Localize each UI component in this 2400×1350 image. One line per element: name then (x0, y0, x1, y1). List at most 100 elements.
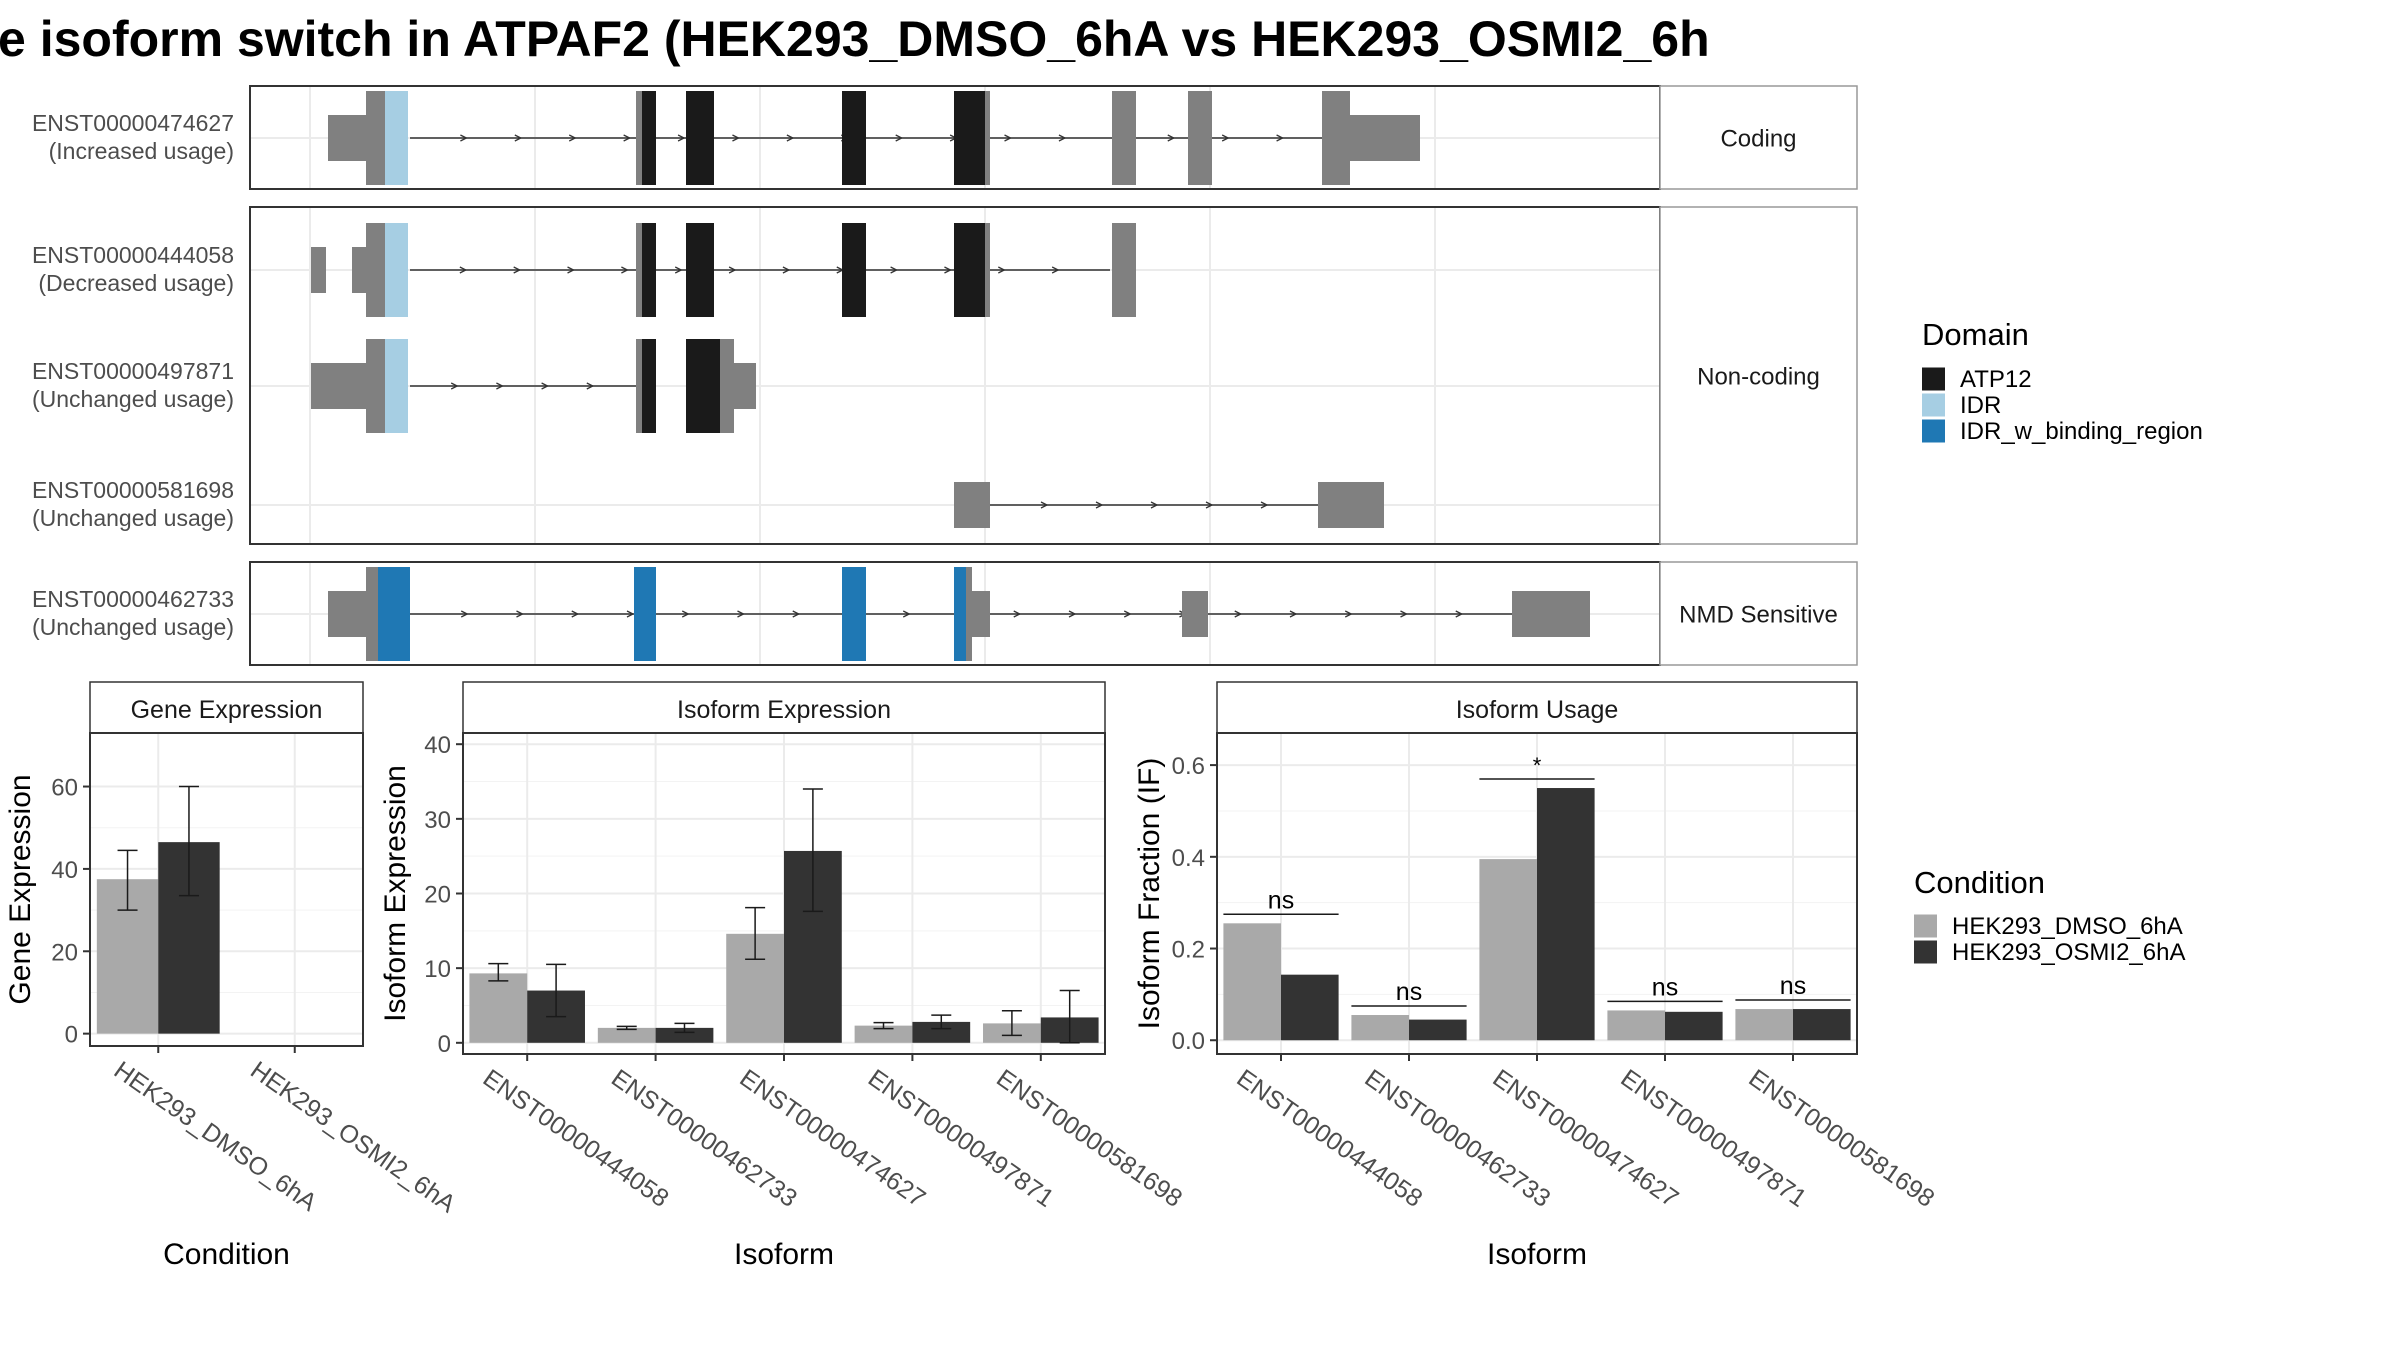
bar (1537, 788, 1595, 1041)
intron-arrow (1040, 501, 1049, 509)
intron-arrow (674, 266, 683, 274)
exon-block (311, 247, 326, 293)
transcript-usage-label: (Increased usage) (49, 138, 234, 164)
bar (1479, 859, 1537, 1041)
x-axis-title: Isoform (734, 1238, 834, 1271)
y-tick-label: 20 (424, 882, 451, 909)
significance-label: ns (1652, 973, 1678, 1001)
exon-block (366, 339, 386, 433)
intron-arrow (681, 610, 690, 618)
intron-arrow (514, 134, 523, 142)
intron-arrow (571, 610, 580, 618)
intron-arrow (1123, 610, 1132, 618)
legend-swatch (1914, 914, 1937, 938)
exon-block (686, 91, 714, 185)
figure-title: e isoform switch in ATPAF2 (HEK293_DMSO_… (0, 11, 1710, 67)
intron-arrow (728, 266, 737, 274)
exon-block (842, 567, 866, 661)
bar (1665, 1011, 1723, 1041)
intron-arrow (460, 134, 468, 142)
bar (597, 1027, 656, 1043)
legend-title: Condition (1914, 865, 2045, 900)
transcript-id-label: ENST00000581698 (32, 477, 234, 503)
exon-block (1318, 482, 1384, 528)
intron-arrow (1058, 134, 1067, 142)
bar (1793, 1009, 1851, 1041)
exon-block (385, 223, 408, 317)
transcript-usage-label: (Unchanged usage) (32, 505, 234, 531)
intron-arrow (944, 266, 952, 274)
bar (1409, 1019, 1467, 1041)
y-axis-title: Isoform Expression (379, 765, 412, 1022)
strip-label: NMD Sensitive (1679, 602, 1838, 629)
intron-arrow (1400, 610, 1408, 618)
y-tick-label: 0 (438, 1031, 451, 1058)
exon-block (686, 339, 722, 433)
exon-block (642, 223, 656, 317)
exon-block (1182, 591, 1208, 637)
exon-block (636, 91, 644, 185)
exon-block (385, 91, 408, 185)
significance-label: ns (1780, 972, 1806, 1000)
bar (1607, 1010, 1665, 1041)
y-axis-title: Gene Expression (4, 774, 37, 1004)
exon-block (954, 567, 968, 661)
chart-strip (89, 681, 364, 734)
exon-block (732, 363, 756, 409)
intron-arrow (626, 610, 635, 618)
bar (1351, 1015, 1409, 1041)
intron-arrow (516, 610, 524, 618)
y-tick-label: 0.4 (1172, 845, 1205, 872)
intron-arrow (460, 610, 469, 618)
y-tick-label: 40 (424, 732, 451, 759)
exon-block (1348, 115, 1420, 161)
legend-swatch (1922, 419, 1945, 443)
exon-block (842, 91, 866, 185)
intron-arrow (541, 382, 550, 390)
intron-arrow (621, 266, 629, 274)
transcript-usage-label: (Unchanged usage) (32, 614, 234, 640)
exon-block (385, 339, 408, 433)
intron-arrow (737, 610, 745, 618)
y-tick-label: 0 (65, 1022, 78, 1049)
intron-arrow (1004, 134, 1012, 142)
exon-block (352, 247, 368, 293)
intron-arrow (623, 134, 632, 142)
chart-strip (1216, 681, 1858, 734)
legend-label: IDR_w_binding_region (1960, 418, 2203, 445)
y-tick-label: 0.0 (1172, 1028, 1205, 1055)
x-axis-title: Condition (163, 1238, 290, 1271)
chart-title: Gene Expression (131, 696, 323, 724)
intron-arrow (786, 134, 795, 142)
transcript-usage-label: (Decreased usage) (38, 270, 234, 296)
intron-arrow (792, 610, 801, 618)
intron-arrow (568, 134, 577, 142)
intron-arrow (450, 382, 459, 390)
exon-block (366, 223, 386, 317)
intron-arrow (1234, 610, 1243, 618)
exon-block (1322, 91, 1350, 185)
intron-arrow (1344, 610, 1353, 618)
chart-strip (462, 681, 1106, 734)
intron-arrow (513, 266, 522, 274)
transcript-strip (1659, 561, 1858, 666)
y-tick-label: 0.2 (1172, 937, 1205, 964)
exon-block (1112, 91, 1136, 185)
chart-title: Isoform Usage (1456, 696, 1619, 724)
exon-block (985, 223, 990, 317)
exon-block (642, 339, 656, 433)
exon-block (311, 363, 368, 409)
bar (854, 1025, 913, 1043)
intron-arrow (895, 134, 904, 142)
y-axis-title: Isoform Fraction (IF) (1133, 758, 1166, 1030)
strip-label: Non-coding (1697, 364, 1820, 391)
intron-arrow (782, 266, 791, 274)
intron-arrow (1289, 610, 1298, 618)
intron-arrow (1455, 610, 1464, 618)
x-axis-title: Isoform (1487, 1238, 1587, 1271)
intron-arrow (1221, 134, 1230, 142)
transcript-strip (1659, 206, 1858, 545)
exon-block (366, 91, 386, 185)
y-tick-label: 30 (424, 807, 451, 834)
legend-swatch (1922, 393, 1945, 417)
